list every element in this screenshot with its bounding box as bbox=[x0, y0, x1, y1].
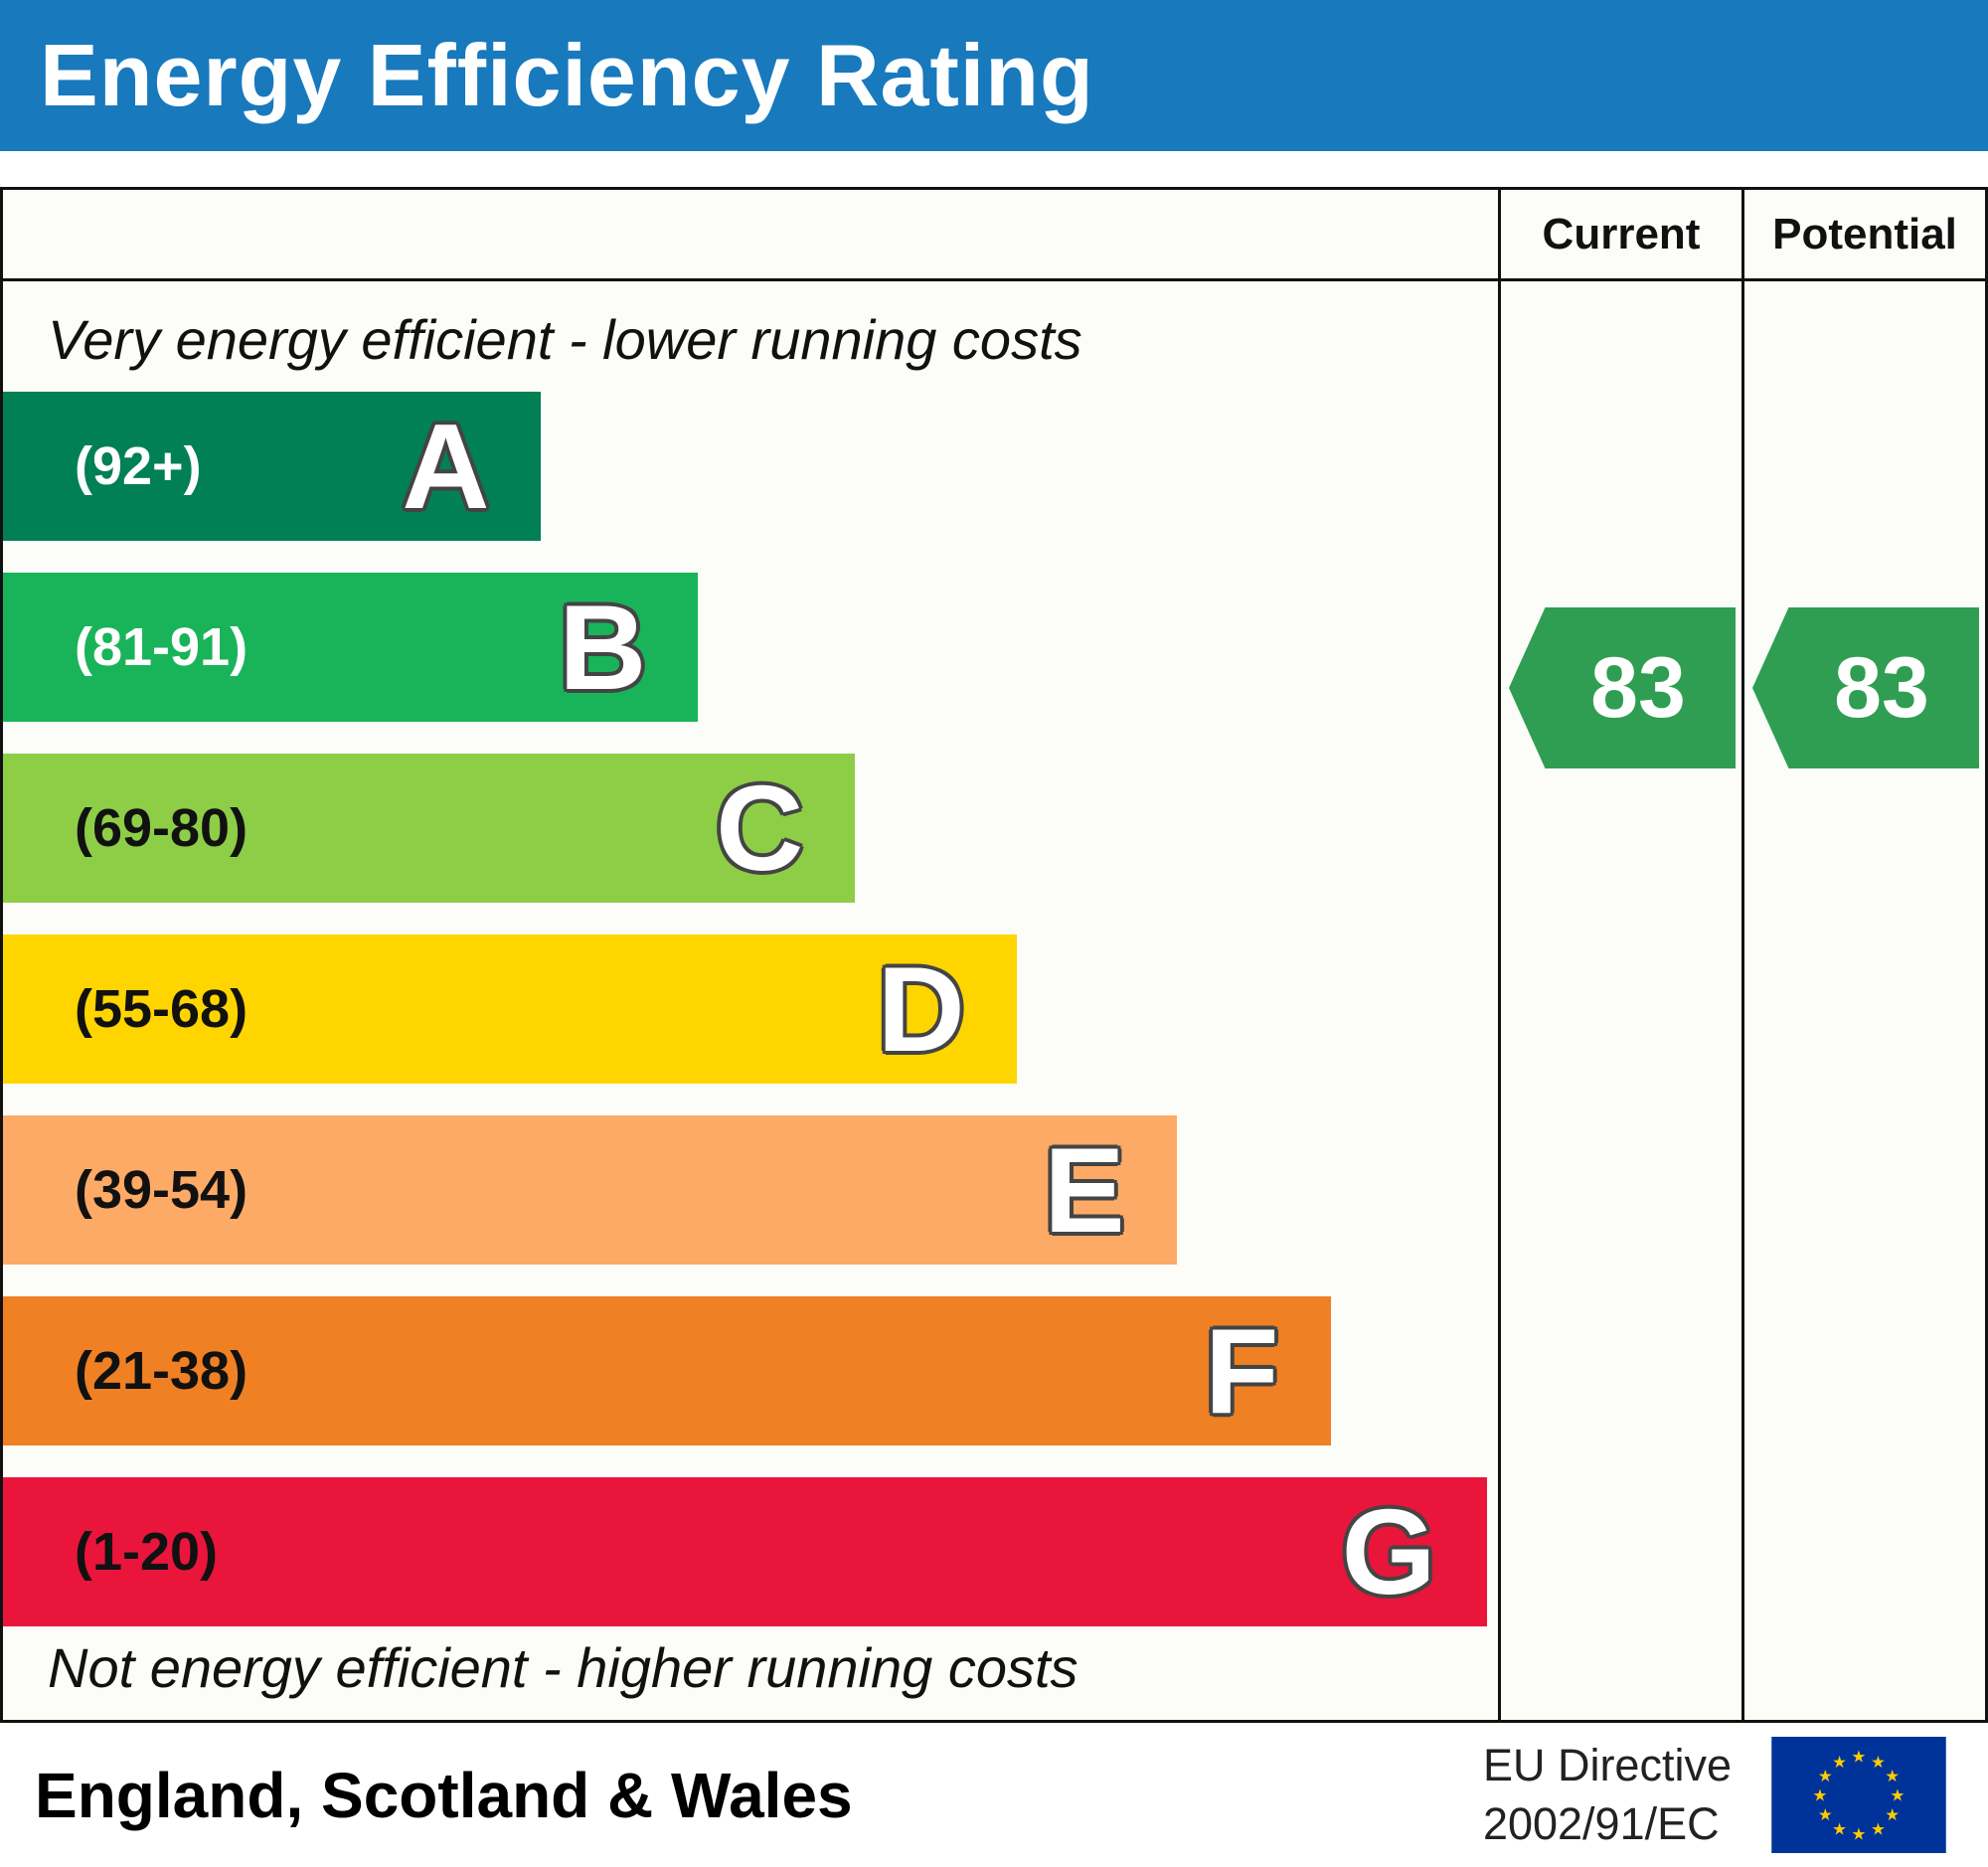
svg-text:★: ★ bbox=[1891, 1786, 1905, 1805]
band-letter: E bbox=[1044, 1122, 1125, 1258]
eu-flag-icon: ★ ★ ★ ★ ★ ★ ★ ★ ★ ★ ★ ★ bbox=[1771, 1737, 1946, 1853]
band-row-e: (39-54) E bbox=[3, 1115, 1498, 1265]
current-column: 83 bbox=[1498, 281, 1741, 1720]
svg-text:★: ★ bbox=[1885, 1767, 1900, 1785]
header-spacer bbox=[3, 190, 1498, 278]
rating-table: Current Potential Very energy efficient … bbox=[0, 187, 1988, 1723]
band-letter: F bbox=[1205, 1303, 1279, 1439]
band-range-label: (1-20) bbox=[75, 1522, 219, 1582]
title-bar: Energy Efficiency Rating bbox=[0, 0, 1988, 151]
svg-text:★: ★ bbox=[1871, 1819, 1886, 1838]
current-arrow: 83 bbox=[1509, 607, 1736, 768]
band-bar: (21-38) F bbox=[3, 1296, 1331, 1445]
band-range-label: (21-38) bbox=[75, 1341, 248, 1401]
top-note: Very energy efficient - lower running co… bbox=[48, 308, 1082, 371]
band-bar: (39-54) E bbox=[3, 1115, 1177, 1265]
eu-directive-line2: 2002/91/EC bbox=[1482, 1797, 1720, 1849]
svg-text:★: ★ bbox=[1813, 1786, 1828, 1805]
svg-text:★: ★ bbox=[1852, 1825, 1867, 1844]
table-body-row: Very energy efficient - lower running co… bbox=[3, 281, 1985, 1720]
band-bar: (55-68) D bbox=[3, 934, 1017, 1084]
band-bar: (69-80) C bbox=[3, 754, 856, 903]
band-range-label: (81-91) bbox=[75, 617, 248, 677]
band-letter: C bbox=[716, 761, 804, 896]
bands-column: Very energy efficient - lower running co… bbox=[3, 281, 1498, 1720]
band-row-a: (92+) A bbox=[3, 392, 1498, 541]
band-letter: A bbox=[402, 399, 490, 534]
potential-column: 83 bbox=[1741, 281, 1985, 1720]
bands-container: (92+) A (81-91) B (69-80) C (55-68) D (3… bbox=[3, 392, 1498, 1626]
eu-directive-line1: EU Directive bbox=[1482, 1740, 1732, 1790]
band-range-label: (55-68) bbox=[75, 979, 248, 1039]
band-range-label: (92+) bbox=[75, 436, 202, 496]
potential-rating-value: 83 bbox=[1834, 639, 1929, 736]
svg-text:★: ★ bbox=[1832, 1753, 1847, 1772]
band-range-label: (69-80) bbox=[75, 798, 248, 858]
svg-text:★: ★ bbox=[1885, 1805, 1900, 1824]
band-letter: B bbox=[559, 580, 647, 715]
band-bar: (92+) A bbox=[3, 392, 542, 541]
page-title: Energy Efficiency Rating bbox=[40, 26, 1094, 124]
svg-text:★: ★ bbox=[1871, 1753, 1886, 1772]
band-letter: G bbox=[1341, 1484, 1436, 1619]
region-label: England, Scotland & Wales bbox=[35, 1759, 853, 1831]
eu-directive-label: EU Directive 2002/91/EC bbox=[1483, 1737, 1732, 1853]
band-row-b: (81-91) B bbox=[3, 573, 1498, 722]
svg-text:★: ★ bbox=[1818, 1767, 1833, 1785]
potential-arrow: 83 bbox=[1752, 607, 1979, 768]
band-row-d: (55-68) D bbox=[3, 934, 1498, 1084]
svg-text:★: ★ bbox=[1832, 1819, 1847, 1838]
bottom-note: Not energy efficient - higher running co… bbox=[48, 1636, 1078, 1699]
band-letter: D bbox=[877, 941, 965, 1077]
band-row-g: (1-20) G bbox=[3, 1477, 1498, 1626]
table-header-row: Current Potential bbox=[3, 190, 1985, 281]
potential-column-header: Potential bbox=[1741, 190, 1985, 278]
band-bar: (81-91) B bbox=[3, 573, 699, 722]
band-range-label: (39-54) bbox=[75, 1160, 248, 1220]
band-row-c: (69-80) C bbox=[3, 754, 1498, 903]
current-column-header: Current bbox=[1498, 190, 1741, 278]
svg-text:★: ★ bbox=[1852, 1748, 1867, 1767]
svg-text:★: ★ bbox=[1818, 1805, 1833, 1824]
band-bar: (1-20) G bbox=[3, 1477, 1488, 1626]
footer: England, Scotland & Wales EU Directive 2… bbox=[0, 1723, 1988, 1867]
band-row-f: (21-38) F bbox=[3, 1296, 1498, 1445]
current-rating-value: 83 bbox=[1590, 639, 1686, 736]
